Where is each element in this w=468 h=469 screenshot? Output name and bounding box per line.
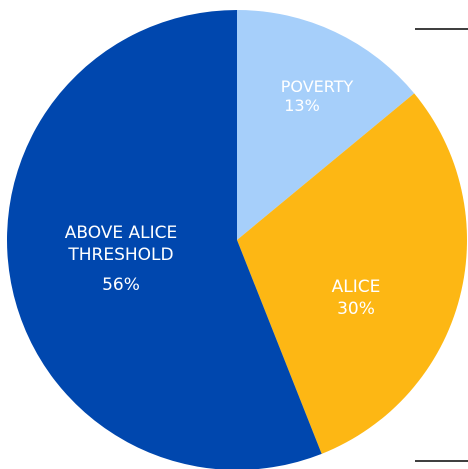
slice-percent-poverty: 13% xyxy=(284,96,320,115)
slice-label-poverty: POVERTY xyxy=(281,77,354,96)
pie-slice-above-alice-threshold xyxy=(7,10,322,469)
pie-slice-poverty xyxy=(237,10,415,240)
slice-percent-above: 56% xyxy=(102,275,140,295)
slice-label-alice: ALICE xyxy=(332,277,381,297)
slice-percent-alice: 30% xyxy=(337,299,375,319)
slice-label-above-line1: ABOVE ALICE xyxy=(65,223,178,243)
pie-slice-alice xyxy=(237,93,467,454)
pie-slices xyxy=(7,10,467,469)
slice-label-above-line2: THRESHOLD xyxy=(67,245,173,265)
